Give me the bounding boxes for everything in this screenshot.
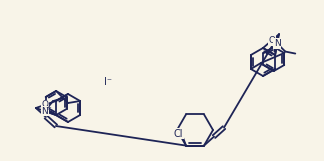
Text: I⁻: I⁻ <box>104 77 112 87</box>
Text: N: N <box>41 107 48 116</box>
Text: O: O <box>268 36 275 45</box>
Text: N: N <box>274 39 281 48</box>
Text: O: O <box>41 100 48 109</box>
Text: Cl: Cl <box>173 129 183 139</box>
Text: +: + <box>45 105 51 111</box>
